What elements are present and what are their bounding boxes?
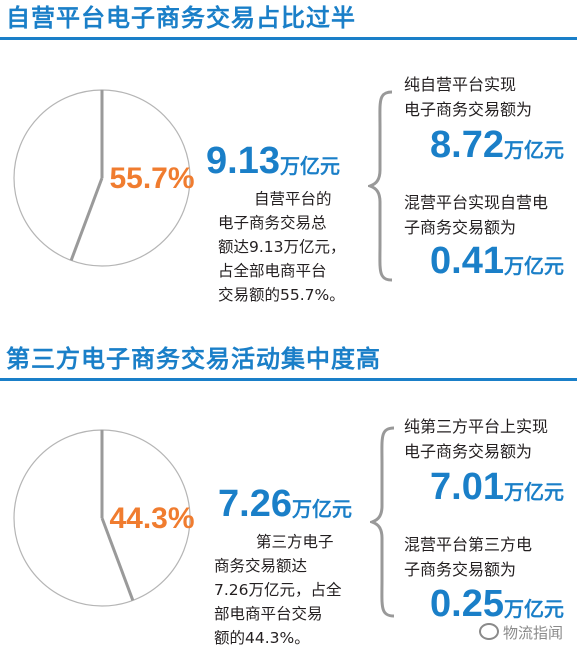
item-label-mixed-third: 混营平台第三方电 子商务交易额为: [404, 532, 532, 582]
description-third-party: 第三方电子 商务交易额达 7.26万亿元，占全 部电商平台交易 额的44.3%。: [214, 530, 362, 650]
total-value: 7.26: [218, 483, 292, 525]
item-value: 7.01: [430, 466, 504, 508]
item-value: 8.72: [430, 124, 504, 166]
total-third-party: 7.26万亿元: [218, 483, 352, 526]
desc-line: 电子商务交易总: [218, 214, 327, 232]
total-self-operated: 9.13万亿元: [206, 140, 340, 183]
item-label-pure-self: 纯自营平台实现 电子商务交易额为: [404, 72, 532, 122]
item-unit: 万亿元: [503, 138, 564, 162]
item-unit: 万亿元: [503, 597, 564, 621]
section-title-third-party: 第三方电子商务交易活动集中度高: [6, 345, 381, 373]
item-value: 0.41: [430, 240, 504, 282]
curly-brace: [370, 426, 395, 618]
item-value-mixed-self: 0.41万亿元: [430, 240, 564, 283]
desc-line: 交易额的55.7%。: [218, 286, 345, 304]
item-value-pure-self: 8.72万亿元: [430, 124, 564, 167]
pie-chart-self-operated: 55.7%: [13, 89, 195, 267]
item-label-pure-third: 纯第三方平台上实现 电子商务交易额为: [404, 414, 548, 464]
item-label-mixed-self: 混营平台实现自营电 子商务交易额为: [404, 190, 548, 240]
pie-chart-third-party: 44.3%: [13, 429, 195, 607]
item-value-pure-third: 7.01万亿元: [430, 466, 564, 509]
desc-line: 商务交易额达: [214, 557, 308, 575]
desc-line: 部电商平台交易: [214, 605, 323, 623]
title-divider: [0, 37, 577, 40]
pie-slice-boundary: [69, 177, 104, 261]
item-label-line: 纯自营平台实现: [404, 75, 517, 94]
desc-line: 自营平台的: [254, 190, 332, 208]
desc-line: 7.26万亿元，占全: [214, 581, 342, 599]
title-divider: [0, 378, 577, 381]
total-value: 9.13: [206, 140, 280, 182]
item-label-line: 电子商务交易额为: [404, 442, 533, 461]
item-label-line: 纯第三方平台上实现: [404, 417, 549, 436]
watermark-text: 物流指闻: [502, 624, 563, 642]
total-unit: 万亿元: [279, 154, 340, 178]
item-value-mixed-third: 0.25万亿元: [430, 583, 564, 626]
section-title-self-operated: 自营平台电子商务交易占比过半: [6, 4, 356, 32]
desc-line: 占全部电商平台: [218, 262, 327, 280]
item-label-line: 混营平台实现自营电: [404, 193, 549, 212]
item-unit: 万亿元: [503, 254, 564, 278]
item-label-line: 混营平台第三方电: [404, 535, 533, 554]
item-value: 0.25: [430, 583, 504, 625]
desc-line: 第三方电子: [256, 533, 334, 551]
item-label-line: 子商务交易额为: [404, 218, 517, 237]
desc-line: 额达9.13万亿元，: [218, 238, 346, 256]
wechat-icon: [478, 623, 499, 640]
pie-percent-label: 44.3%: [109, 502, 194, 535]
desc-line: 额的44.3%。: [214, 629, 310, 647]
pie-percent-label: 55.7%: [109, 162, 194, 195]
pie-slice-boundary: [100, 517, 135, 601]
watermark: 物流指闻: [478, 622, 563, 643]
total-unit: 万亿元: [291, 497, 352, 521]
item-label-line: 子商务交易额为: [404, 560, 517, 579]
item-label-line: 电子商务交易额为: [404, 100, 533, 119]
curly-brace: [368, 90, 393, 282]
description-self-operated: 自营平台的 电子商务交易总 额达9.13万亿元， 占全部电商平台 交易额的55.…: [218, 187, 358, 307]
item-unit: 万亿元: [503, 480, 564, 504]
